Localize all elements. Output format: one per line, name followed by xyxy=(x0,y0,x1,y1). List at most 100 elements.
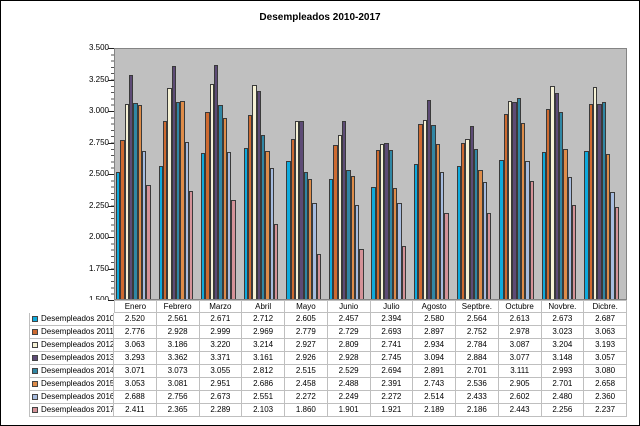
month-header-cell: Novbre. xyxy=(541,300,585,313)
value-cell: 3.073 xyxy=(156,365,200,378)
bar xyxy=(427,99,432,299)
value-cell: 1.901 xyxy=(327,404,371,417)
value-cell: 2.529 xyxy=(327,365,371,378)
bar xyxy=(218,104,223,299)
bar xyxy=(588,103,594,299)
bar xyxy=(380,143,385,299)
bar xyxy=(418,124,423,299)
value-cell: 2.745 xyxy=(370,352,414,365)
value-cell: 2.256 xyxy=(541,404,585,417)
value-cell: 2.978 xyxy=(498,326,542,339)
y-axis-tick-label: 1.750 xyxy=(88,263,109,273)
bar xyxy=(243,147,249,299)
value-cell: 2.784 xyxy=(456,339,499,352)
bar xyxy=(516,97,521,299)
legend-swatch xyxy=(32,394,38,400)
bar xyxy=(328,179,334,299)
legend-cell: Desempleados 2017 xyxy=(29,404,114,417)
value-cell: 2.237 xyxy=(584,404,627,417)
bar xyxy=(554,93,560,299)
y-axis-tick-label: 1.500 xyxy=(59,295,109,305)
bar xyxy=(550,86,555,299)
value-cell: 2.488 xyxy=(327,378,371,391)
value-cell: 2.687 xyxy=(584,313,627,326)
bar xyxy=(214,65,219,299)
plot-area xyxy=(114,48,627,300)
bar-group-enero xyxy=(115,49,158,299)
legend-cell: Desempleados 2015 xyxy=(29,378,114,391)
value-cell: 2.561 xyxy=(156,313,200,326)
bar-group-dicbre xyxy=(583,49,626,299)
value-cell: 2.186 xyxy=(456,404,499,417)
month-header-cell: Julio xyxy=(370,300,414,313)
legend-label: Desempleados 2012 xyxy=(41,340,114,349)
bar xyxy=(290,139,295,299)
value-cell: 2.671 xyxy=(199,313,243,326)
legend-swatch xyxy=(32,368,38,374)
bar xyxy=(371,187,376,299)
value-cell: 2.520 xyxy=(114,313,157,326)
value-cell: 2.701 xyxy=(541,378,585,391)
bar xyxy=(529,181,534,299)
bar-group-junio xyxy=(328,49,371,299)
legend-cell: Desempleados 2016 xyxy=(29,391,114,404)
value-cell: 2.514 xyxy=(413,391,456,404)
y-axis-tick xyxy=(108,205,114,207)
bar xyxy=(158,166,163,299)
legend-swatch xyxy=(32,407,38,413)
value-cell: 3.023 xyxy=(541,326,585,339)
bar xyxy=(162,120,168,299)
value-cell: 3.148 xyxy=(541,352,585,365)
bar xyxy=(520,123,526,299)
bar xyxy=(465,138,470,299)
bar xyxy=(209,84,215,299)
bar-group-agosto xyxy=(413,49,456,299)
bar xyxy=(307,179,313,299)
bar xyxy=(261,135,266,299)
value-cell: 2.673 xyxy=(541,313,585,326)
value-cell: 3.111 xyxy=(498,365,542,378)
bar xyxy=(593,87,598,299)
bar xyxy=(180,101,185,299)
bar xyxy=(316,254,321,299)
y-axis-tick-label: 3.000 xyxy=(88,106,109,115)
value-cell: 3.186 xyxy=(156,339,200,352)
bar xyxy=(393,187,398,299)
month-header-cell: Marzo xyxy=(199,300,243,313)
value-cell: 2.289 xyxy=(199,404,243,417)
legend-label: Desempleados 2010 xyxy=(41,314,114,323)
bar xyxy=(359,248,364,299)
legend-swatch xyxy=(32,316,38,322)
bar xyxy=(384,143,389,299)
legend-swatch xyxy=(32,381,38,387)
bar xyxy=(201,152,206,299)
value-cell: 2.249 xyxy=(327,391,371,404)
value-cell: 3.193 xyxy=(584,339,627,352)
value-cell: 3.077 xyxy=(498,352,542,365)
value-cell: 2.686 xyxy=(242,378,285,391)
value-cell: 2.688 xyxy=(114,391,157,404)
bar xyxy=(460,142,466,299)
value-cell: 3.204 xyxy=(541,339,585,352)
value-cell: 3.087 xyxy=(498,339,542,352)
value-cell: 2.897 xyxy=(413,326,456,339)
bar xyxy=(146,185,151,299)
table-corner-cell xyxy=(29,300,114,313)
y-axis-tick xyxy=(108,48,114,49)
bar xyxy=(265,150,270,299)
y-axis-tick xyxy=(108,142,114,144)
bar xyxy=(337,135,342,299)
value-cell: 2.693 xyxy=(370,326,414,339)
bar xyxy=(256,91,262,299)
value-cell: 2.480 xyxy=(541,391,585,404)
value-cell: 3.055 xyxy=(199,365,243,378)
legend-cell: Desempleados 2010 xyxy=(29,313,114,326)
bar xyxy=(375,149,381,299)
month-header-cell: Mayo xyxy=(285,300,328,313)
bar xyxy=(137,104,142,299)
bar xyxy=(120,139,125,299)
value-cell: 3.063 xyxy=(114,339,157,352)
value-cell: 2.272 xyxy=(285,391,328,404)
bar-group-julio xyxy=(370,49,413,299)
value-cell: 2.712 xyxy=(242,313,285,326)
